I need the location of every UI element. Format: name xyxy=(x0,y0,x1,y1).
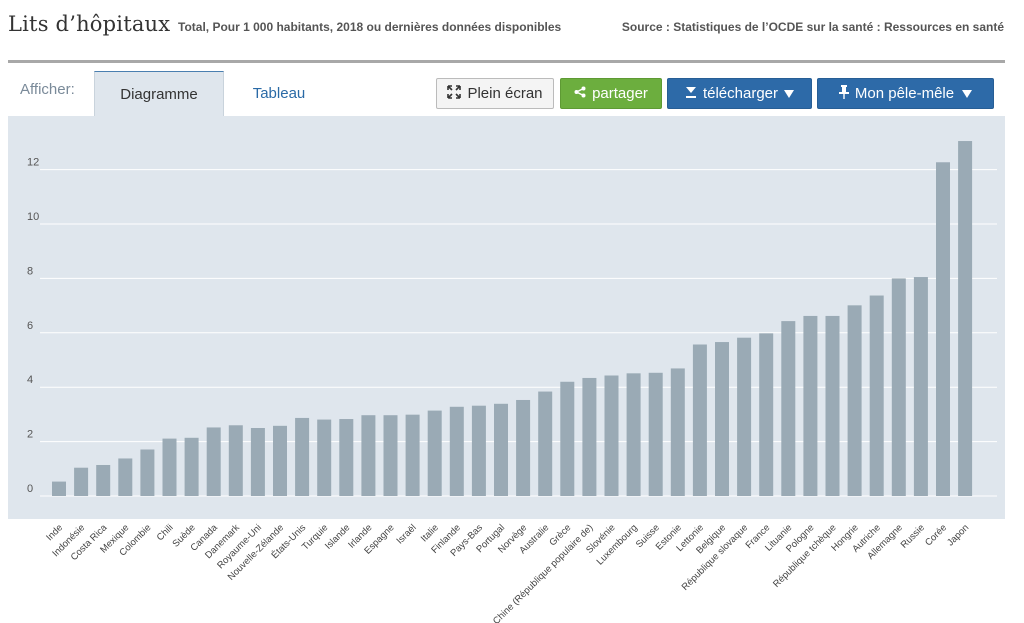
bar[interactable] xyxy=(250,428,265,496)
y-tick-label: 6 xyxy=(27,320,33,332)
share-icon xyxy=(574,86,586,101)
fullscreen-icon xyxy=(447,85,462,102)
bar[interactable] xyxy=(670,368,685,496)
y-tick-label: 8 xyxy=(27,265,33,277)
bar[interactable] xyxy=(361,415,376,496)
pin-icon xyxy=(838,85,849,102)
pele-mele-button[interactable]: Mon pêle-mêle xyxy=(817,78,994,109)
fullscreen-button[interactable]: Plein écran xyxy=(436,78,554,109)
bar[interactable] xyxy=(759,333,774,496)
x-tick-label: Corée xyxy=(923,522,949,548)
toolbar: Afficher: Diagramme Tableau Plein écran … xyxy=(8,71,1005,116)
x-tick-label: Israël xyxy=(395,522,419,546)
caret-down-icon xyxy=(962,86,973,101)
share-label: partager xyxy=(592,85,648,102)
download-icon xyxy=(685,86,697,102)
download-label: télécharger xyxy=(702,85,779,102)
bar[interactable] xyxy=(74,467,89,496)
tab-diagramme[interactable]: Diagramme xyxy=(94,71,224,116)
afficher-label: Afficher: xyxy=(20,81,75,98)
bar[interactable] xyxy=(958,141,973,497)
bar[interactable] xyxy=(52,481,66,496)
y-tick-label: 12 xyxy=(27,157,39,169)
bar[interactable] xyxy=(560,381,575,496)
source-note: Source : Statistiques de l’OCDE sur la s… xyxy=(621,20,1004,34)
bar[interactable] xyxy=(140,449,155,496)
bar[interactable] xyxy=(449,406,464,496)
page-title: Lits d’hôpitaux xyxy=(8,12,171,36)
bar[interactable] xyxy=(737,337,752,496)
bar[interactable] xyxy=(847,305,862,496)
bar[interactable] xyxy=(936,162,950,497)
header-divider xyxy=(8,60,1005,63)
bar[interactable] xyxy=(96,464,111,496)
x-tick-label: Japon xyxy=(945,522,971,548)
bar[interactable] xyxy=(516,399,531,496)
x-tick-label: Islande xyxy=(323,522,352,551)
bar[interactable] xyxy=(891,278,906,496)
bar[interactable] xyxy=(626,373,641,496)
page-subtitle: Total, Pour 1 000 habitants, 2018 ou der… xyxy=(178,20,562,34)
bar[interactable] xyxy=(273,425,287,496)
bar[interactable] xyxy=(582,377,597,496)
share-button[interactable]: partager xyxy=(560,78,662,109)
bar[interactable] xyxy=(228,425,243,496)
bar[interactable] xyxy=(317,419,332,496)
bar[interactable] xyxy=(184,437,199,496)
bar[interactable] xyxy=(295,417,310,496)
y-tick-label: 4 xyxy=(27,374,33,386)
bar[interactable] xyxy=(118,458,133,496)
y-tick-label: 10 xyxy=(27,211,39,223)
y-tick-label: 2 xyxy=(27,429,33,441)
bar[interactable] xyxy=(692,344,707,496)
bar[interactable] xyxy=(869,295,884,496)
bar[interactable] xyxy=(405,414,420,496)
bar[interactable] xyxy=(206,427,221,496)
bar[interactable] xyxy=(825,315,840,496)
bar[interactable] xyxy=(715,342,729,496)
download-button[interactable]: télécharger xyxy=(667,78,812,109)
fullscreen-label: Plein écran xyxy=(467,85,543,102)
tab-tableau[interactable]: Tableau xyxy=(224,71,334,116)
bar[interactable] xyxy=(648,372,663,496)
page-header: Lits d’hôpitaux Total, Pour 1 000 habita… xyxy=(8,0,1008,62)
bar[interactable] xyxy=(162,438,177,496)
bar[interactable] xyxy=(913,277,928,496)
y-tick-label: 0 xyxy=(27,483,33,495)
pele-mele-label: Mon pêle-mêle xyxy=(854,85,955,102)
bar[interactable] xyxy=(781,321,796,496)
bar[interactable] xyxy=(383,415,398,496)
bar[interactable] xyxy=(538,391,553,496)
tab-diagramme-label: Diagramme xyxy=(120,85,198,103)
bar[interactable] xyxy=(494,403,508,496)
tab-tableau-label: Tableau xyxy=(252,85,306,102)
bar[interactable] xyxy=(339,419,354,496)
bar[interactable] xyxy=(427,410,442,496)
bar[interactable] xyxy=(604,375,619,496)
caret-down-icon xyxy=(784,86,795,101)
bar[interactable] xyxy=(803,315,818,496)
bar[interactable] xyxy=(471,405,486,496)
x-tick-label: Russie xyxy=(899,522,927,550)
